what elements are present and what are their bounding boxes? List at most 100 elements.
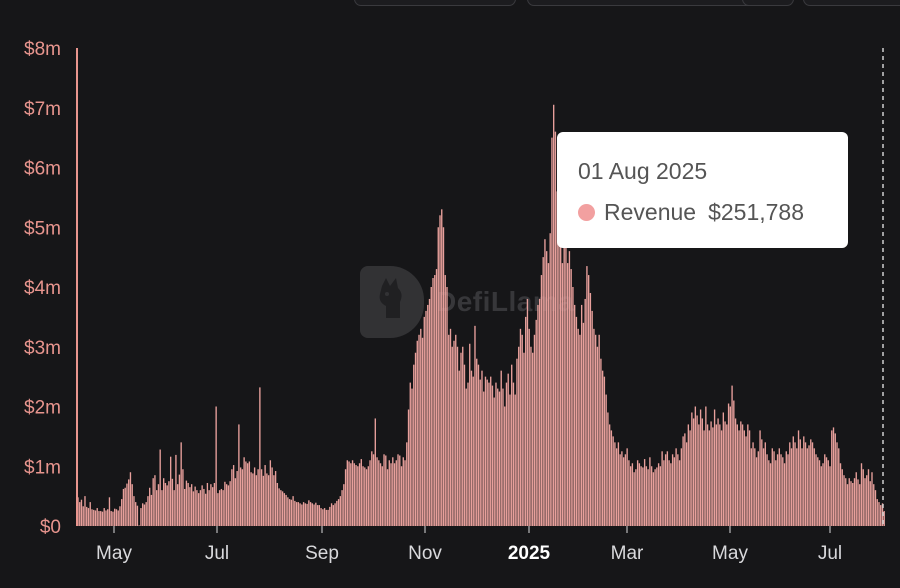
revenue-bar[interactable] [143,504,146,526]
revenue-bar[interactable] [199,490,202,526]
revenue-bar[interactable] [785,451,787,526]
revenue-bar[interactable] [383,454,385,526]
revenue-bar[interactable] [119,506,121,526]
revenue-bar[interactable] [484,376,487,527]
revenue-bar[interactable] [561,263,564,526]
revenue-bar[interactable] [114,508,116,526]
revenue-bar[interactable] [458,370,460,526]
revenue-bar[interactable] [288,499,291,526]
revenue-bar[interactable] [96,508,98,526]
revenue-bar[interactable] [203,488,205,526]
revenue-bar[interactable] [313,504,315,526]
revenue-bar[interactable] [276,482,279,526]
revenue-bar[interactable] [820,466,822,526]
revenue-bar[interactable] [283,493,286,526]
revenue-bar[interactable] [82,506,84,526]
revenue-bar[interactable] [152,478,154,526]
revenue-bar[interactable] [388,460,390,526]
revenue-bar[interactable] [866,475,868,526]
revenue-bar[interactable] [493,397,495,526]
revenue-bar[interactable] [350,463,352,526]
revenue-bar[interactable] [817,457,819,526]
revenue-bar[interactable] [220,488,223,526]
revenue-bar[interactable] [747,424,749,526]
revenue-bar[interactable] [271,467,273,526]
revenue-bar[interactable] [659,466,662,526]
revenue-bar[interactable] [437,227,439,526]
revenue-bar[interactable] [750,448,752,526]
revenue-bar[interactable] [841,469,843,526]
revenue-bar[interactable] [241,469,244,526]
revenue-bar[interactable] [329,506,331,526]
revenue-bar[interactable] [818,460,821,526]
revenue-bar[interactable] [479,379,481,526]
revenue-bar[interactable] [180,442,182,526]
revenue-bar[interactable] [337,499,340,526]
revenue-bar[interactable] [285,494,287,526]
revenue-bar[interactable] [206,482,209,526]
revenue-bar[interactable] [755,457,758,526]
revenue-bar[interactable] [664,454,667,526]
revenue-bar[interactable] [138,525,140,526]
revenue-bar[interactable] [224,481,226,526]
revenue-bar[interactable] [729,406,732,527]
revenue-bar[interactable] [839,463,842,526]
revenue-bar[interactable] [551,137,553,527]
revenue-bar[interactable] [832,427,835,526]
revenue-bar[interactable] [768,460,770,526]
revenue-bar[interactable] [187,482,189,526]
revenue-bar[interactable] [512,382,515,526]
revenue-bar[interactable] [364,467,366,526]
revenue-bar[interactable] [257,469,259,526]
revenue-bar[interactable] [687,424,690,526]
revenue-bar[interactable] [775,460,777,526]
revenue-bar[interactable] [154,475,156,526]
revenue-bar[interactable] [638,463,641,526]
revenue-bar[interactable] [845,478,847,526]
revenue-bar[interactable] [308,500,310,526]
revenue-bar[interactable] [790,448,793,526]
revenue-bar[interactable] [797,430,800,526]
revenue-bar[interactable] [801,448,803,526]
revenue-bar[interactable] [245,461,247,526]
revenue-bar[interactable] [126,483,128,526]
revenue-bar[interactable] [262,475,265,526]
revenue-bar[interactable] [619,454,621,526]
revenue-bar[interactable] [734,418,737,526]
revenue-bar[interactable] [796,448,798,526]
revenue-bar[interactable] [166,485,168,526]
revenue-bar[interactable] [169,456,172,526]
revenue-bar[interactable] [500,370,502,526]
revenue-bar[interactable] [776,454,779,526]
revenue-bar[interactable] [731,385,733,526]
revenue-bar[interactable] [663,460,665,526]
revenue-bar[interactable] [692,418,695,526]
revenue-bar[interactable] [626,448,628,526]
revenue-bar[interactable] [234,478,237,526]
revenue-bar[interactable] [670,463,672,526]
revenue-bar[interactable] [675,448,677,526]
revenue-bar[interactable] [680,448,683,526]
revenue-bar[interactable] [855,472,857,526]
revenue-bar[interactable] [547,263,550,526]
revenue-bar[interactable] [554,131,557,526]
revenue-bar[interactable] [518,346,520,526]
revenue-bar[interactable] [612,436,614,527]
revenue-bar[interactable] [176,484,179,526]
revenue-bar[interactable] [432,278,434,526]
revenue-bar[interactable] [278,488,280,526]
revenue-bar[interactable] [717,418,719,526]
revenue-bar[interactable] [163,478,165,526]
revenue-bar[interactable] [556,191,558,526]
revenue-bar[interactable] [357,466,359,526]
revenue-bar[interactable] [173,490,175,526]
revenue-bar[interactable] [810,439,812,526]
revenue-bar[interactable] [829,466,831,526]
revenue-bar[interactable] [420,328,422,526]
revenue-bar[interactable] [371,451,373,526]
revenue-bar[interactable] [563,215,565,527]
revenue-bar[interactable] [453,340,455,526]
revenue-bar[interactable] [509,394,511,526]
revenue-bar[interactable] [567,263,569,526]
revenue-bar[interactable] [400,466,403,526]
